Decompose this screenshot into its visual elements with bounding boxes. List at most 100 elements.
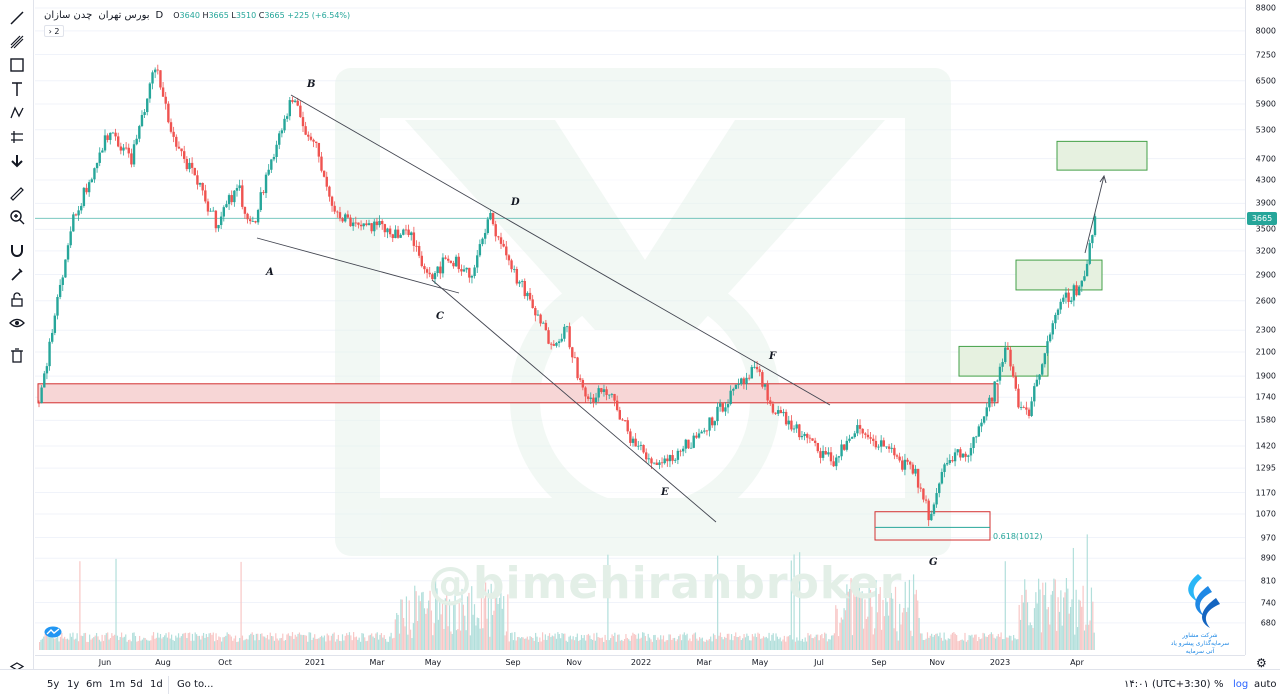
- volume-bar: [1021, 595, 1023, 650]
- candle-body: [188, 162, 191, 170]
- volume-bar: [586, 634, 588, 650]
- trendlines: [256, 94, 1107, 523]
- eye-icon[interactable]: [7, 313, 27, 333]
- volume-bar: [1092, 601, 1094, 650]
- price-tick-label: 890: [1260, 553, 1276, 563]
- pitchfork-icon[interactable]: [7, 32, 27, 52]
- volume-bar: [546, 639, 548, 650]
- volume-bar: [209, 632, 212, 650]
- clock-label[interactable]: ۱۴:۰۱ (UTC+3:30): [1124, 679, 1211, 690]
- range-5y-button[interactable]: 5y: [47, 679, 60, 690]
- volume-bar: [221, 641, 223, 650]
- volume-bar: [325, 641, 327, 650]
- volume-bar: [371, 633, 373, 650]
- candle-body: [784, 411, 788, 425]
- candle-body: [486, 219, 489, 233]
- range-1m-button[interactable]: 1m: [109, 679, 126, 690]
- prediction-icon[interactable]: [7, 127, 27, 147]
- volume-bar: [836, 608, 838, 650]
- candle-body: [307, 134, 310, 137]
- trash-icon[interactable]: [7, 345, 27, 365]
- unlock-icon[interactable]: [7, 289, 27, 309]
- log-toggle[interactable]: log: [1233, 679, 1249, 690]
- collapse-indicators-button[interactable]: › 2: [44, 25, 64, 37]
- volume-bar: [947, 638, 949, 650]
- volume-bar: [828, 639, 830, 650]
- time-tick-label: Oct: [218, 658, 232, 667]
- watermark-v: [405, 120, 885, 330]
- volume-bar: [929, 635, 931, 650]
- price-axis[interactable]: 8800 8000 7250 6500 5900 5300 4700 4300 3900 3500…: [1245, 0, 1280, 655]
- candle-body: [647, 458, 651, 460]
- candle-body: [148, 83, 152, 99]
- volume-bar: [58, 641, 60, 650]
- volume-bar: [739, 635, 741, 650]
- volume-bar: [840, 617, 842, 650]
- volume-bar: [981, 638, 983, 650]
- volume-bar: [996, 636, 998, 650]
- magnet-icon[interactable]: [7, 240, 27, 260]
- volume-bar: [155, 637, 157, 650]
- pattern-icon[interactable]: [7, 103, 27, 123]
- volume-bar: [215, 633, 217, 650]
- candle-body: [668, 455, 672, 462]
- text-icon[interactable]: [7, 79, 27, 99]
- volume-bar: [819, 635, 822, 650]
- volume-bar: [104, 635, 106, 650]
- volume-bar: [489, 636, 491, 650]
- volume-bar: [183, 633, 185, 650]
- candle-body: [518, 281, 521, 284]
- range-1y-button[interactable]: 1y: [67, 679, 80, 690]
- price-chart[interactable]: A B C D E F G: [35, 0, 1245, 655]
- volume-bar: [409, 629, 412, 650]
- candle-body: [72, 214, 75, 232]
- volume-bar: [232, 640, 234, 650]
- range-6m-button[interactable]: 6m: [86, 679, 103, 690]
- trendline-ac: [256, 237, 460, 294]
- candle-body: [370, 223, 373, 232]
- candle-body: [813, 440, 817, 443]
- volume-bar: [141, 639, 144, 650]
- volume-bar: [853, 591, 855, 650]
- candle-body: [523, 281, 526, 297]
- target-zone: [958, 345, 1049, 377]
- volume-bar: [783, 635, 785, 650]
- volume-bar: [268, 639, 270, 650]
- ruler-icon[interactable]: [7, 184, 27, 204]
- volume-bar: [696, 638, 698, 650]
- zoom-in-icon[interactable]: [7, 207, 27, 227]
- arrow-down-icon[interactable]: [7, 151, 27, 171]
- volume-bar: [1061, 625, 1063, 650]
- lock-drawings-icon[interactable]: [7, 264, 27, 284]
- rectangle-icon[interactable]: [7, 55, 27, 75]
- auto-toggle[interactable]: auto: [1254, 679, 1277, 690]
- candle-body: [312, 139, 315, 142]
- volume-bar: [521, 637, 523, 650]
- chart-settings-icon[interactable]: ⚙: [1256, 656, 1267, 670]
- time-axis[interactable]: Jun Aug Oct 2021 Mar May Sep Nov 2022 Mar May Jul Se…: [35, 655, 1245, 669]
- volume-bar: [565, 640, 567, 650]
- volume-bar: [233, 638, 235, 650]
- candle-body: [262, 192, 265, 194]
- volume-bar: [718, 635, 720, 650]
- volume-bar: [975, 634, 977, 650]
- candle-body: [64, 259, 67, 278]
- range-5d-button[interactable]: 5d: [130, 679, 143, 690]
- volume-bar: [179, 637, 181, 650]
- chart-area[interactable]: A B C D E F G: [35, 0, 1245, 655]
- volume-bar: [708, 639, 710, 650]
- volume-bar: [1081, 606, 1083, 650]
- range-1d-button[interactable]: 1d: [150, 679, 163, 690]
- candle-body: [539, 314, 542, 324]
- candle-body: [594, 397, 598, 403]
- volume-bar: [811, 637, 813, 650]
- percent-toggle[interactable]: %: [1214, 679, 1224, 690]
- goto-button[interactable]: Go to...: [168, 676, 213, 694]
- chart-legend: چدن سازان بورس تهران D O3640 H3665 L3510…: [44, 8, 350, 22]
- volume-bar: [562, 633, 565, 650]
- volume-bar: [462, 604, 464, 650]
- candle-body: [127, 147, 130, 154]
- candle-body: [124, 147, 128, 149]
- volume-bar: [1032, 627, 1034, 650]
- trend-line-icon[interactable]: [7, 8, 27, 28]
